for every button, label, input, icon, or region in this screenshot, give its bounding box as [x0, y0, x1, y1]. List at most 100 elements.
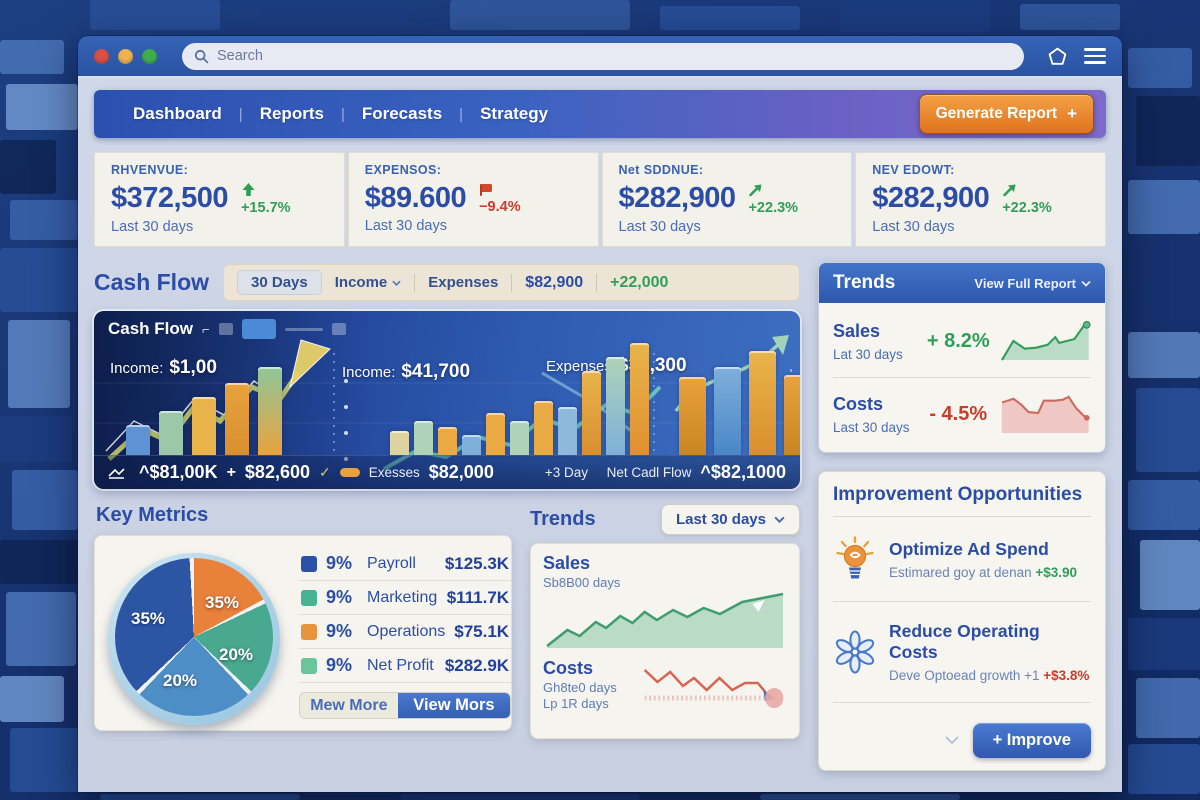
background-tile — [1128, 744, 1200, 794]
nav-item-reports[interactable]: Reports — [259, 104, 324, 123]
footer-value-1: ^$81,00K — [139, 462, 218, 482]
search-icon — [194, 49, 209, 63]
chart-income-mid-label: Income: $41,700 — [342, 361, 471, 382]
chart-title: Cash Flow — [108, 319, 194, 338]
range-label: Last 30 days — [675, 511, 766, 528]
browser-window: Dashboard | Reports | Forecasts | Strate… — [78, 36, 1122, 792]
view-full-report-label: View Full Report — [974, 275, 1076, 291]
chart-bar — [558, 407, 577, 455]
sales-title: Sales — [543, 553, 591, 573]
background-tile — [1136, 96, 1200, 166]
chart-bar — [258, 367, 282, 455]
background-tile — [6, 592, 76, 666]
trend-down-flag-icon — [480, 184, 493, 196]
chart-bar — [510, 421, 529, 455]
legend-name: Payroll — [367, 554, 416, 572]
trend-title: Sales — [833, 320, 881, 341]
trend-row-costs: Costs Last 30 days - 4.5% — [833, 388, 1091, 440]
cash-flow-heading: Cash Flow — [94, 269, 210, 295]
costs-subtitle: Lp 1R days — [543, 695, 609, 711]
costs-subtitle: Gh8te0 days — [543, 679, 617, 695]
chart-toolbar-icon[interactable] — [218, 323, 233, 335]
filter-income-dropdown[interactable]: Income — [335, 274, 402, 291]
improvement-item-ad-spend[interactable]: Optimize Ad Spend Estimared goy at denan… — [833, 527, 1091, 591]
chart-toolbar-icon[interactable] — [331, 323, 346, 335]
home-icon[interactable] — [1047, 46, 1068, 67]
browser-chrome — [78, 36, 1122, 78]
background-tile — [660, 6, 800, 30]
filter-range-chip[interactable]: 30 Days — [237, 270, 322, 295]
kpi-period: Last 30 days — [111, 219, 194, 235]
chart-bar — [749, 351, 776, 455]
improvement-subtitle: Deve Optoead growth +1 +$3.8% — [889, 668, 1090, 683]
chevron-down-icon — [1081, 280, 1091, 287]
chart-bar — [390, 431, 409, 455]
trend-delta: - 4.5% — [929, 402, 988, 425]
page-content: Dashboard | Reports | Forecasts | Strate… — [78, 78, 1122, 792]
background-tile — [10, 728, 78, 792]
legend-swatch — [301, 657, 317, 674]
generate-report-button[interactable]: Generate Report + — [918, 94, 1094, 134]
window-minimize-button[interactable] — [118, 48, 133, 64]
legend-pct: 9% — [326, 553, 353, 573]
footer-axis-label: +3 Day — [544, 465, 588, 480]
kpi-period: Last 30 days — [618, 219, 701, 235]
window-maximize-button[interactable] — [142, 48, 157, 64]
trend-title: Costs — [833, 393, 884, 414]
background-tile — [100, 794, 300, 800]
menu-icon[interactable] — [1084, 44, 1106, 68]
nav-separator: | — [459, 105, 464, 123]
chart-bar — [534, 401, 553, 455]
kpi-row: RHVENVUE: $372,500 +15.7% Last 30 days E… — [94, 152, 1106, 247]
nav-item-dashboard[interactable]: Dashboard — [133, 104, 222, 123]
kpi-value: $282,900 — [872, 182, 990, 214]
footer-net-value: ^$82,1000 — [700, 462, 786, 482]
trends-heading: Trends — [530, 508, 596, 530]
search-input[interactable] — [217, 48, 1012, 64]
view-full-report-link[interactable]: View Full Report — [974, 276, 1091, 291]
nav-item-strategy[interactable]: Strategy — [480, 104, 549, 123]
legend-value: $111.7K — [446, 587, 510, 607]
legend-row-payroll: 9% Payroll $125.3K — [299, 547, 512, 581]
trends-panel: Trends View Full Report Sales Lat 30 day… — [818, 262, 1106, 453]
trends-range-dropdown[interactable]: Last 30 days — [660, 504, 800, 535]
improve-button[interactable]: + Improve — [972, 723, 1091, 758]
legend-swatch — [301, 589, 317, 606]
filter-delta: +22,000 — [610, 273, 669, 291]
trend-row-sales: Sales Lat 30 days + 8.2% — [833, 315, 1091, 367]
background-tile — [400, 794, 640, 800]
background-tile — [1140, 540, 1200, 610]
expense-pie-chart: 35% 20% 20% 35% — [107, 547, 285, 725]
background-tile — [1020, 4, 1120, 30]
legend-row-marketing: 9% Marketing $111.7K — [299, 581, 512, 615]
trend-up-icon — [242, 183, 255, 196]
squiggle-icon — [108, 467, 125, 479]
background-tile — [1128, 332, 1200, 378]
background-tile — [90, 0, 220, 30]
improvement-delta: +$3.90 — [1035, 564, 1078, 580]
background-tile — [10, 200, 78, 240]
legend-pct: 9% — [326, 621, 353, 641]
filter-expenses-chip[interactable]: Expenses — [428, 274, 499, 291]
search-bar[interactable] — [182, 42, 1024, 70]
nav-separator: | — [238, 105, 243, 123]
background-tile — [1128, 618, 1200, 670]
legend-name: Operations — [367, 622, 446, 640]
background-tile — [1128, 48, 1192, 88]
chart-bar — [784, 375, 800, 455]
check-icon: ✓ — [319, 464, 331, 480]
kpi-delta: +15.7% — [240, 200, 291, 216]
legend-pct: 9% — [326, 587, 353, 607]
nav-item-forecasts[interactable]: Forecasts — [361, 104, 443, 123]
mini-chart-icon[interactable] — [241, 319, 276, 339]
legend-value: $282.9K — [444, 655, 510, 675]
chart-bar — [714, 367, 741, 455]
pie-label: 35% — [131, 609, 166, 628]
window-close-button[interactable] — [94, 48, 109, 64]
improvement-item-operating-costs[interactable]: Reduce Operating Costs Deve Optoead grow… — [833, 612, 1091, 692]
lightbulb-icon — [836, 536, 874, 579]
chart-bar — [679, 377, 706, 455]
view-more-secondary-button[interactable]: Mew More — [300, 693, 398, 718]
view-more-primary-button[interactable]: View Mors — [397, 693, 511, 718]
chart-bar — [462, 435, 481, 455]
